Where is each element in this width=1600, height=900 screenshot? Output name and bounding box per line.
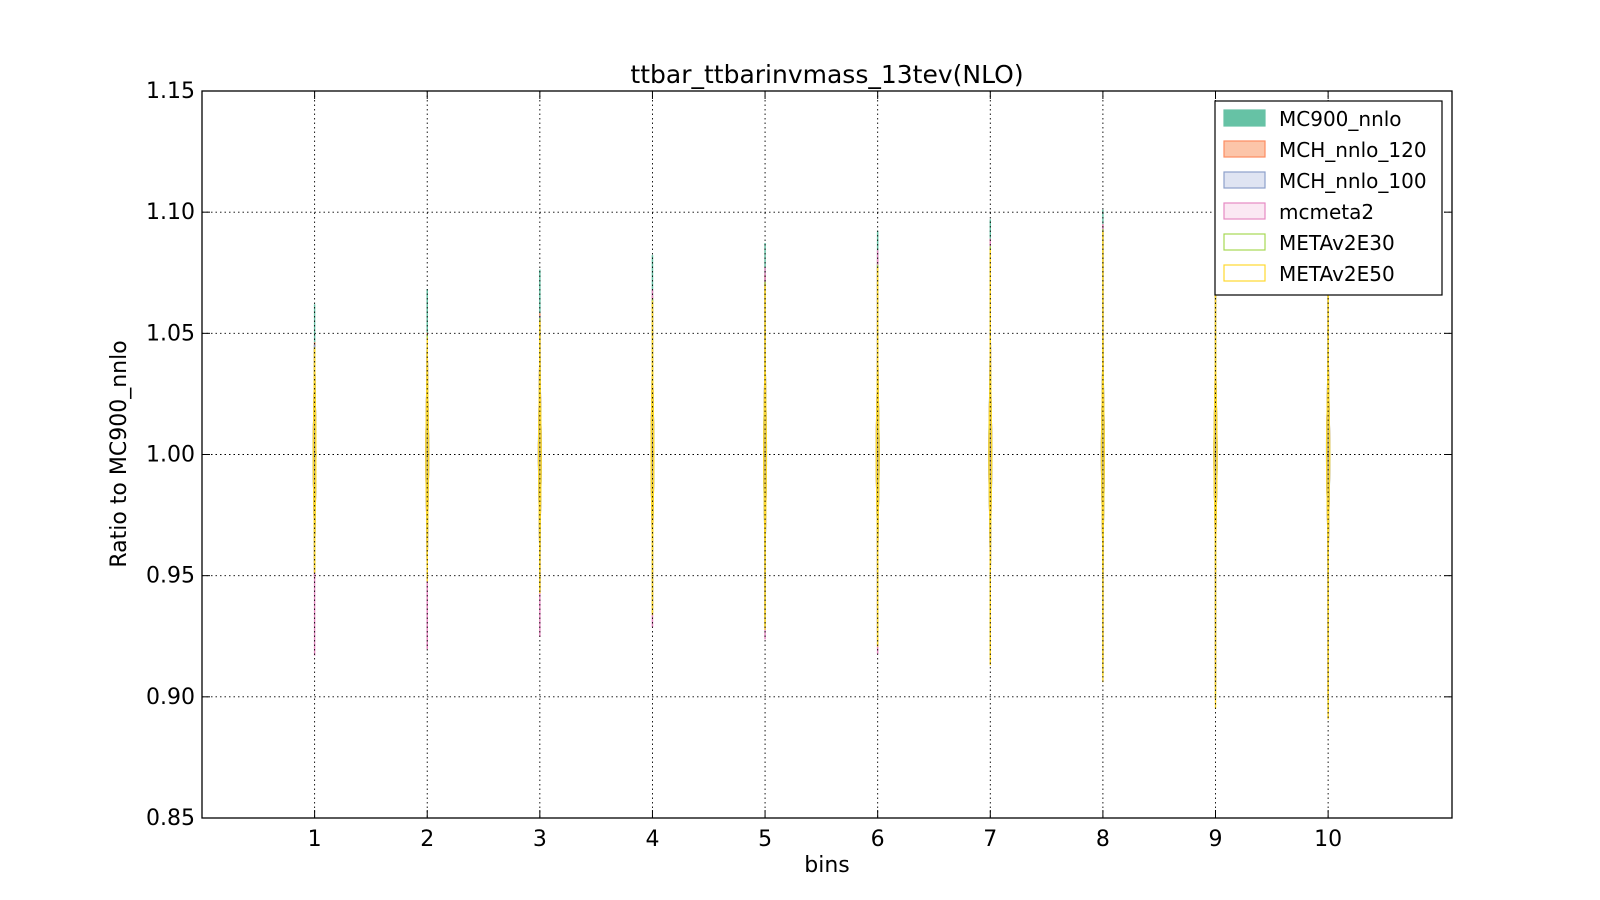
x-tick-label: 3 [533, 827, 547, 852]
y-tick-label: 1.00 [146, 443, 195, 468]
violin-bin-2 [425, 337, 430, 582]
legend-label: MC900_nnlo [1279, 107, 1402, 131]
legend-label: METAv2E50 [1279, 262, 1395, 286]
violin-bin-4 [650, 301, 655, 616]
x-axis-label: bins [804, 853, 849, 878]
violin-bin-7 [988, 248, 993, 666]
y-tick-label: 0.95 [146, 564, 195, 589]
grid-lines [202, 91, 1452, 818]
plot-area-frame [201, 90, 1453, 819]
x-tick-label: 1 [308, 827, 322, 852]
legend-swatch [1223, 264, 1266, 282]
legend-swatch [1223, 202, 1266, 220]
legend-box [1214, 100, 1443, 296]
violin-series-mch-nnlo-120 [312, 192, 1331, 693]
y-tick-label: 0.85 [146, 806, 195, 831]
x-tick-label: 4 [645, 827, 659, 852]
x-tick-label: 5 [758, 827, 772, 852]
x-tick-label: 9 [1209, 827, 1223, 852]
y-axis-ticks: 0.85 0.90 0.95 1.00 1.05 1.10 1.15 [146, 79, 1452, 831]
y-tick-label: 1.05 [146, 321, 195, 346]
x-axis-ticks: 1 2 3 4 5 6 7 8 9 10 [308, 91, 1342, 852]
violin-series-mch-nnlo-100 [312, 192, 1331, 691]
legend-swatch [1223, 140, 1266, 158]
legend: MC900_nnlo MCH_nnlo_120 MCH_nnlo_100mcmeta… [1214, 100, 1443, 296]
legend-swatch [1223, 109, 1266, 127]
violin-series-metav2e50 [312, 196, 1331, 720]
legend-swatch [1223, 233, 1266, 251]
legend-label: METAv2E30 [1279, 231, 1395, 255]
x-tick-label: 10 [1314, 827, 1342, 852]
y-tick-label: 0.90 [146, 685, 195, 710]
x-tick-label: 6 [871, 827, 885, 852]
legend-label: mcmeta2 [1279, 200, 1374, 224]
violin-series-mc900-nnlo [312, 172, 1331, 637]
y-tick-label: 1.15 [146, 79, 195, 104]
x-tick-label: 2 [420, 827, 434, 852]
legend-label: MCH_nnlo_120 [1279, 138, 1427, 162]
violin-series-metav2e30 [312, 194, 1331, 710]
violin-series-mcmeta2 [312, 194, 1331, 698]
x-tick-label: 8 [1096, 827, 1110, 852]
x-tick-label: 7 [983, 827, 997, 852]
y-tick-label: 1.10 [146, 200, 195, 225]
legend-label: MCH_nnlo_100 [1279, 169, 1427, 193]
chart-title: ttbar_ttbarinvmass_13tev(NLO) [630, 60, 1023, 89]
violins-group [312, 172, 1331, 720]
y-axis-label: Ratio to MC900_nnlo [107, 340, 132, 567]
legend-swatch [1223, 171, 1266, 189]
